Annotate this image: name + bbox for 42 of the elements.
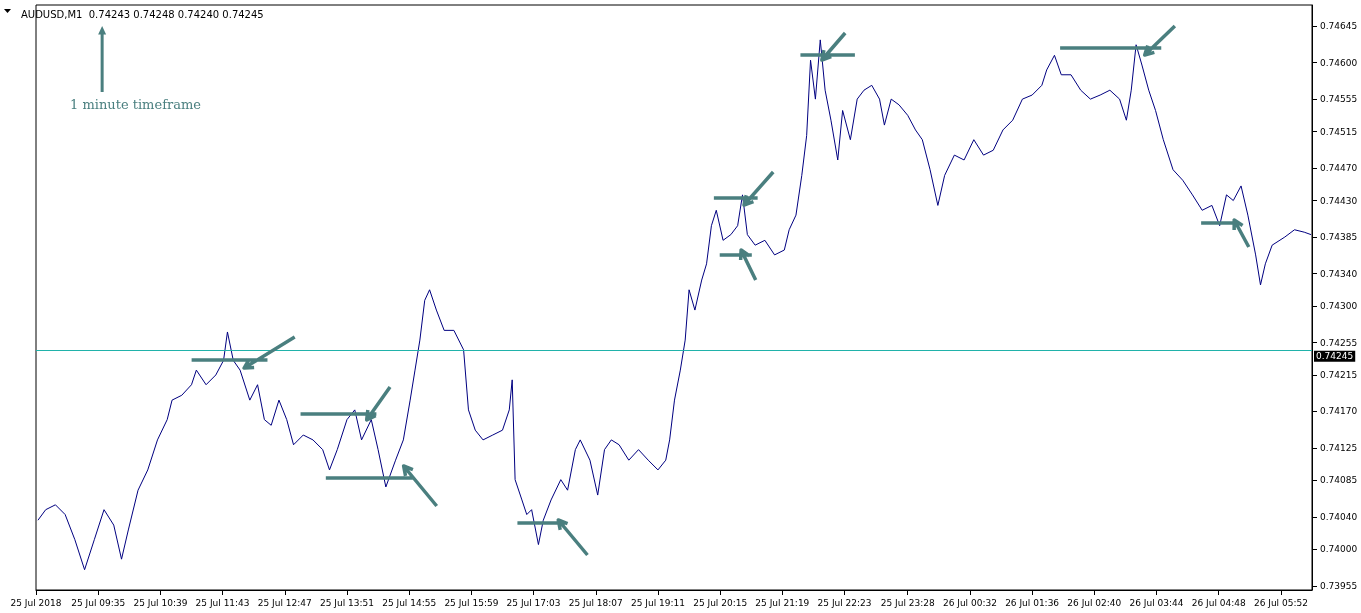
y-tick-label: 0.74085 [1320,475,1358,486]
x-tick-label: 26 Jul 03:44 [1129,597,1184,608]
y-tick-label: 0.74125 [1320,443,1358,454]
x-tick-label: 26 Jul 04:48 [1191,597,1246,608]
y-tick-label: 0.74040 [1320,511,1358,522]
y-tick-label: 0.74170 [1320,406,1358,417]
x-tick-label: 25 Jul 10:39 [133,597,188,608]
x-tick-label: 25 Jul 13:51 [319,597,374,608]
y-tick-label: 0.73955 [1320,580,1358,591]
x-tick-label: 26 Jul 02:40 [1067,597,1122,608]
x-tick-label: 25 Jul 09:35 [71,597,126,608]
annotation: 1 minute timeframe [70,97,202,112]
x-tick-label: 25 Jul 20:15 [693,597,748,608]
y-tick-label: 0.74385 [1320,232,1358,243]
x-tick-label: 25 Jul 19:11 [630,597,685,608]
x-tick-label: 26 Jul 05:52 [1253,597,1308,608]
x-tick-label: 25 Jul 17:03 [506,597,561,608]
x-tick-label: 25 Jul 14:55 [382,597,437,608]
x-tick-label: 25 Jul 22:23 [817,597,872,608]
ref-line-label: 0.74245 [1316,351,1354,362]
y-tick-label: 0.74515 [1320,126,1358,137]
x-tick-label: 25 Jul 18:07 [568,597,623,608]
y-tick-label: 0.74645 [1320,21,1358,32]
y-tick-label: 0.74600 [1320,57,1358,68]
y-tick-label: 0.74555 [1320,94,1358,105]
x-tick-label: 25 Jul 11:43 [195,597,250,608]
chart-title: AUDUSD,M1 0.74243 0.74248 0.74240 0.74245 [21,8,264,20]
x-tick-label: 25 Jul 23:28 [880,597,935,608]
x-tick-label: 25 Jul 21:19 [755,597,810,608]
y-tick-label: 0.74215 [1320,369,1358,380]
y-tick-label: 0.74000 [1320,544,1358,555]
x-tick-label: 26 Jul 00:32 [942,597,997,608]
y-tick-label: 0.74340 [1320,268,1358,279]
y-tick-label: 0.74255 [1320,337,1358,348]
y-tick-label: 0.74430 [1320,195,1358,206]
x-tick-label: 25 Jul 2018 [10,597,62,608]
x-tick-label: 26 Jul 01:36 [1005,597,1060,608]
y-tick-label: 0.74470 [1320,163,1358,174]
x-tick-label: 25 Jul 15:59 [444,597,499,608]
x-tick-label: 25 Jul 12:47 [257,597,312,608]
line-series [37,39,1312,571]
y-tick-label: 0.74300 [1320,301,1358,312]
